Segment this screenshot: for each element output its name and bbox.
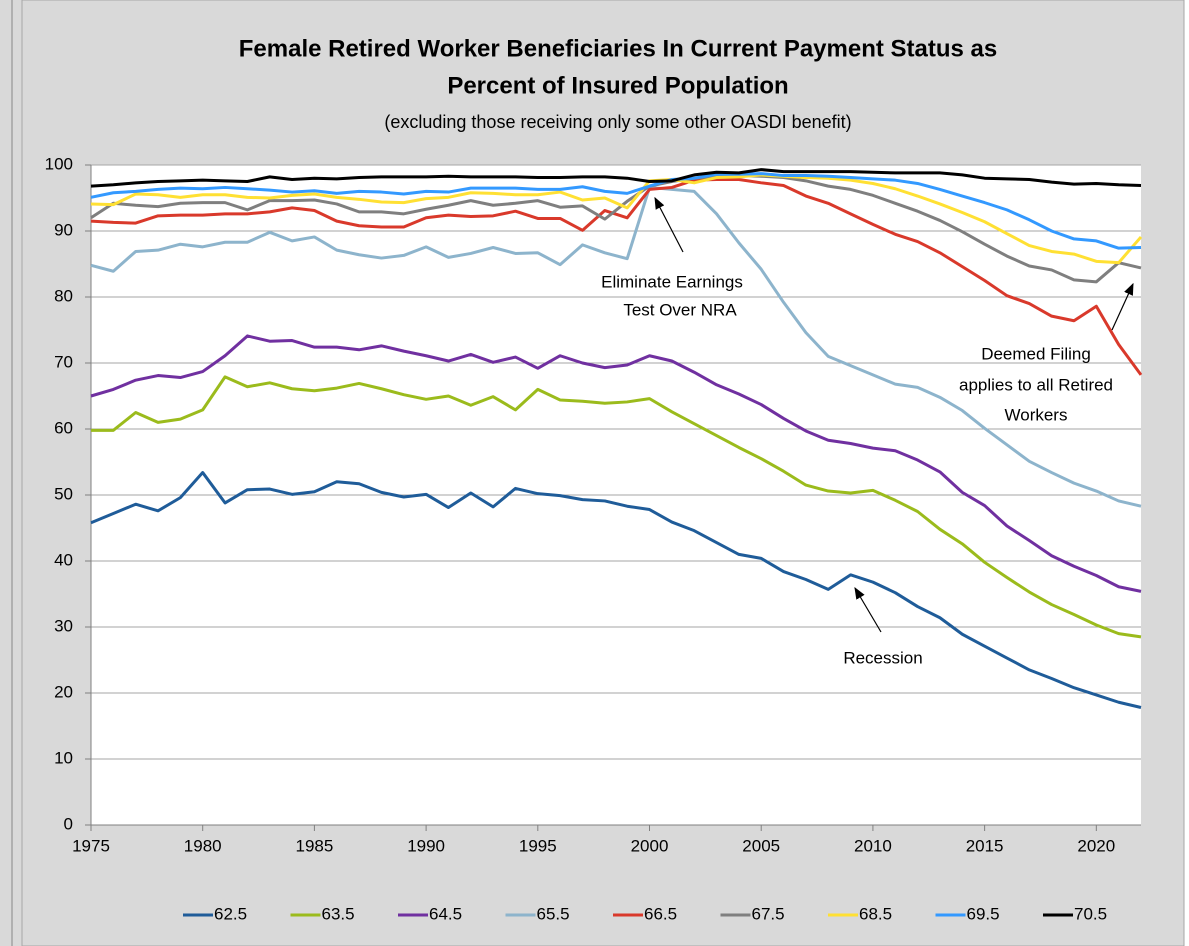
x-tick-label: 2010	[854, 836, 892, 855]
series-line	[90, 168, 1142, 188]
x-tick-label: 1980	[184, 836, 222, 855]
legend-label: 62.5	[214, 904, 247, 923]
y-tick-label: 80	[54, 286, 73, 305]
legend-label: 64.5	[429, 904, 462, 923]
y-tick-label: 90	[54, 220, 73, 239]
x-tick-label: 2005	[742, 836, 780, 855]
legend-label: 66.5	[644, 904, 677, 923]
legend-label: 65.5	[537, 904, 570, 923]
annotation-arrow	[1111, 282, 1134, 331]
legend-label: 68.5	[859, 904, 892, 923]
y-tick-label: 10	[54, 748, 73, 767]
series-line	[90, 174, 1142, 284]
series-line	[90, 334, 1142, 593]
x-tick-label: 2020	[1077, 836, 1115, 855]
series-line	[91, 375, 1142, 639]
x-tick-label: 1995	[519, 836, 557, 855]
legend-label: 67.5	[752, 904, 785, 923]
series-line	[90, 185, 1142, 508]
annotation-arrow	[654, 196, 684, 253]
legend-label: 63.5	[322, 904, 355, 923]
chart-title: Female Retired Worker Beneficiaries In C…	[239, 35, 998, 62]
legend-label: 69.5	[967, 904, 1000, 923]
annotation: applies to all Retired	[959, 375, 1113, 394]
x-tick-label: 1985	[295, 836, 333, 855]
y-tick-label: 60	[54, 418, 73, 437]
annotation: Test Over NRA	[623, 300, 737, 319]
y-tick-label: 0	[64, 814, 73, 833]
legend-label: 70.5	[1074, 904, 1107, 923]
annotation: Eliminate Earnings	[601, 272, 743, 291]
annotation: Deemed Filing	[981, 344, 1091, 363]
chart-title: Percent of Insured Population	[447, 72, 788, 99]
y-tick-label: 100	[45, 154, 73, 173]
x-tick-label: 1975	[72, 836, 110, 855]
annotation-arrow	[854, 586, 882, 633]
y-tick-label: 50	[54, 484, 73, 503]
annotation: Recession	[843, 648, 922, 667]
x-tick-label: 1990	[407, 836, 445, 855]
series-line	[90, 172, 1142, 250]
side-strip	[0, 0, 22, 946]
chart-subtitle: (excluding those receiving only some oth…	[384, 112, 851, 132]
x-tick-label: 2000	[631, 836, 669, 855]
y-tick-label: 30	[54, 616, 73, 635]
y-tick-label: 20	[54, 682, 73, 701]
series-line	[90, 471, 1142, 709]
x-tick-label: 2015	[966, 836, 1004, 855]
annotation: Workers	[1005, 405, 1068, 424]
series-line	[90, 173, 1143, 265]
y-tick-label: 40	[54, 550, 73, 569]
y-tick-label: 70	[54, 352, 73, 371]
series-line	[90, 178, 1143, 376]
